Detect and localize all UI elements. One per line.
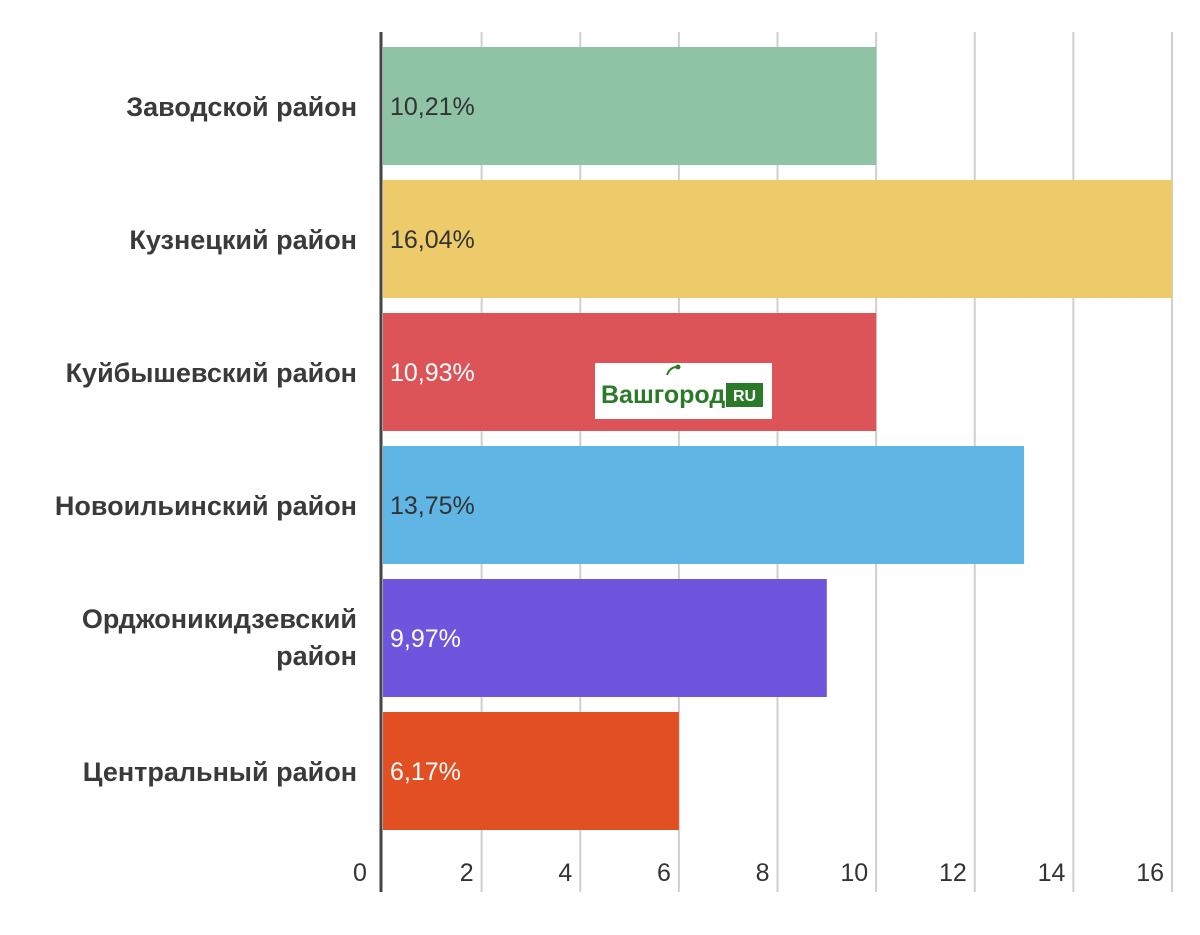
- x-tick-label: 12: [939, 859, 967, 887]
- bar: [383, 180, 1172, 298]
- bar: [383, 47, 877, 165]
- bar: [383, 712, 679, 830]
- category-label: Центральный район: [83, 757, 357, 787]
- x-tick-label: 16: [1136, 859, 1164, 887]
- category-labels: Заводской район Кузнецкий район Куйбышевск…: [55, 92, 357, 787]
- x-tick-label: 2: [460, 859, 474, 887]
- data-label: 13,75%: [390, 492, 475, 520]
- bar: [383, 579, 827, 697]
- data-label: 10,21%: [390, 93, 475, 121]
- vashgorod-logo: Вашгород RU: [595, 363, 772, 419]
- x-tick-label: 8: [756, 859, 770, 887]
- category-label: Заводской район: [126, 92, 357, 122]
- category-label: Куйбышевский район: [66, 358, 357, 388]
- category-label: Новоильинский район: [55, 491, 357, 521]
- x-tick-label: 4: [558, 859, 572, 887]
- x-tick-label: 6: [657, 859, 671, 887]
- bar: [383, 446, 1025, 564]
- category-label: Кузнецкий район: [129, 225, 357, 255]
- data-label: 9,97%: [390, 625, 461, 653]
- data-label: 6,17%: [390, 758, 461, 786]
- logo-text: Вашгород: [601, 381, 725, 409]
- logo-ru-text: RU: [733, 388, 756, 405]
- x-tick-label: 14: [1038, 859, 1066, 887]
- category-label: Орджоникидзевский район: [82, 604, 357, 671]
- x-tick-label: 0: [353, 859, 367, 887]
- logo-ru-badge: [726, 383, 763, 407]
- x-tick-labels: 0 2 4 6 8 10 12 14 16: [353, 859, 1164, 887]
- data-label: 16,04%: [390, 226, 475, 254]
- data-label: 10,93%: [390, 359, 475, 387]
- x-tick-label: 10: [840, 859, 868, 887]
